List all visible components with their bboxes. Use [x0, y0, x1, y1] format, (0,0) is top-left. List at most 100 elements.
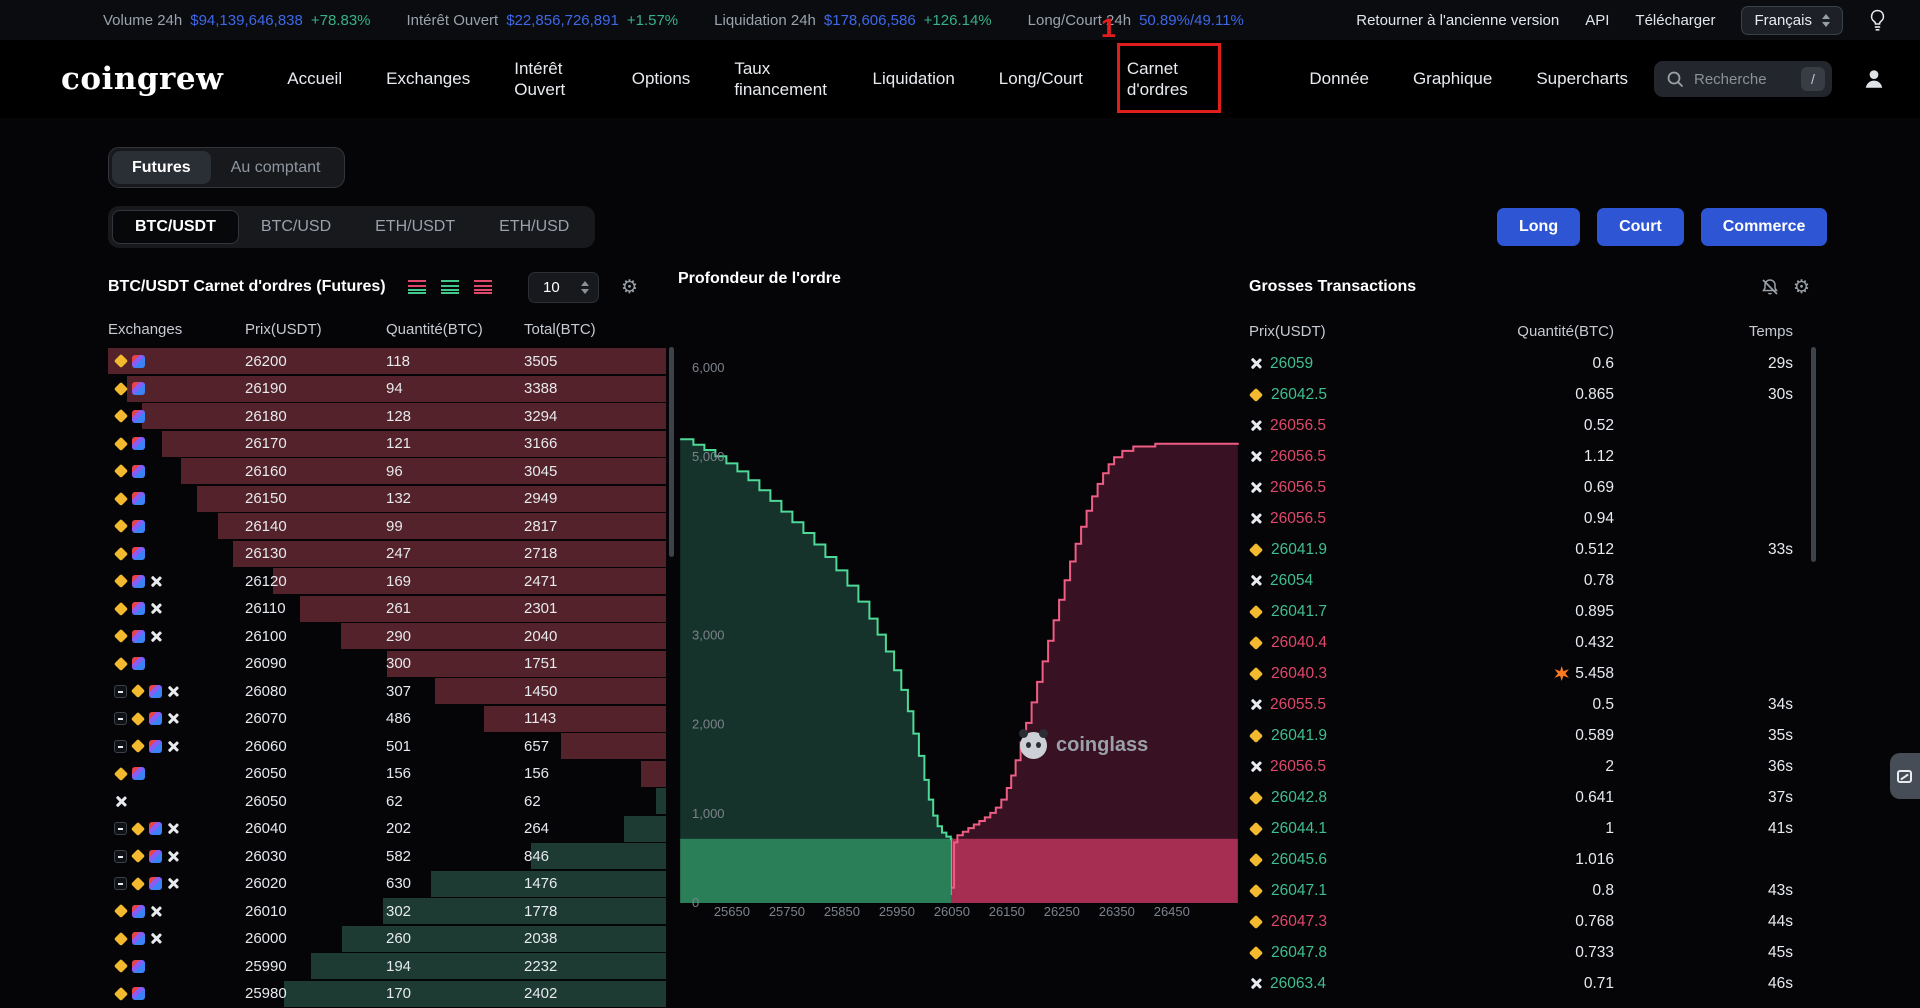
price-cell: 25990	[245, 957, 287, 975]
trade-time-cell: 46s	[1768, 974, 1793, 992]
exchange-icons	[108, 738, 245, 754]
stat-value[interactable]: 50.89%/49.11%	[1139, 11, 1244, 29]
y-axis-label: 5,000	[692, 449, 725, 464]
trade-qty-cell: 0.895	[1469, 603, 1614, 621]
trade-qty-cell: 1.12	[1469, 448, 1614, 466]
price-cell: 26090	[245, 655, 287, 672]
topbar-link[interactable]: API	[1585, 11, 1610, 29]
orderbook-row: 26050 62 62	[108, 788, 666, 814]
nav-item[interactable]: Donnée	[1309, 68, 1369, 89]
side-widget-toggle[interactable]	[1890, 753, 1920, 799]
trade-qty-cell: 0.5	[1469, 696, 1614, 714]
trade-time-cell: 43s	[1768, 881, 1793, 899]
pair-tab[interactable]: BTC/USD	[260, 218, 332, 235]
search-box[interactable]: /	[1654, 61, 1832, 97]
search-icon	[1666, 70, 1684, 88]
okx-exchange-icon	[1249, 450, 1262, 463]
nav-item[interactable]: Exchanges	[386, 68, 470, 89]
y-axis-label: 2,000	[692, 717, 725, 732]
trade-price: 26042.5	[1271, 385, 1328, 403]
trade-price: 26047.3	[1271, 912, 1328, 930]
asks-depth-area	[951, 442, 1238, 903]
orderbook-title: BTC/USDT Carnet d'ordres (Futures)	[108, 278, 386, 295]
pair-tab[interactable]: ETH/USD	[499, 218, 570, 235]
trade-price-cell: 26056.5	[1249, 417, 1469, 435]
nav-item[interactable]: Liquidation	[873, 68, 955, 89]
qty-cell: 582	[386, 847, 412, 865]
total-cell: 2817	[524, 517, 558, 535]
stepper-arrows-icon[interactable]	[581, 280, 589, 294]
market-tab[interactable]: Au comptant	[230, 158, 321, 176]
binance-exchange-icon	[1248, 387, 1264, 402]
nav-item[interactable]: Long/Court	[999, 68, 1083, 89]
trade-price: 26063.4	[1270, 974, 1327, 992]
price-cell: 26000	[245, 930, 287, 947]
trade-price: 26056.5	[1270, 757, 1327, 775]
orderbook-settings-gear-icon[interactable]: ⚙	[621, 276, 639, 298]
price-cell: 26140	[245, 517, 287, 535]
nav-item-label: Supercharts	[1536, 69, 1628, 89]
pair-tab[interactable]: BTC/USDT	[112, 210, 239, 244]
user-avatar-icon[interactable]	[1862, 67, 1886, 91]
market-tabs: Futures Au comptant	[108, 147, 345, 188]
total-cell: 2471	[524, 572, 558, 590]
language-selector[interactable]: Français	[1741, 5, 1843, 35]
nav-item[interactable]: Options	[632, 68, 691, 89]
book-mode-asks-icon[interactable]	[474, 280, 492, 294]
trade-qty: 1	[1605, 819, 1614, 837]
topbar-link[interactable]: Retourner à l'ancienne version	[1356, 11, 1560, 29]
depth-level-input[interactable]	[541, 277, 569, 297]
price-cell: 26200	[245, 352, 287, 370]
trade-qty: 0.94	[1583, 509, 1614, 527]
topbar-stats: Volume 24h $94,139,646,838 +78.83% Intérêt …	[103, 12, 1244, 29]
depth-bar	[161, 430, 666, 457]
orderbook-row: 26010 302 1778	[108, 898, 666, 924]
pair-tab[interactable]: ETH/USDT	[375, 218, 456, 235]
price-cell: 26020	[245, 875, 287, 892]
trade-qty: 2	[1605, 757, 1614, 775]
theme-bulb-icon[interactable]	[1869, 9, 1886, 31]
qty-cell: 128	[386, 407, 412, 425]
search-input[interactable]	[1692, 69, 1793, 89]
logo[interactable]: coingrew	[61, 61, 224, 97]
depth-bar	[217, 513, 666, 539]
depth-bar	[435, 678, 666, 704]
x-axis-label: 26350	[1099, 904, 1135, 919]
trade-price-cell: 26041.9	[1248, 727, 1469, 745]
trade-price: 26044.1	[1271, 819, 1328, 837]
book-mode-bids-icon[interactable]	[441, 280, 459, 294]
trade-qty: 1.016	[1575, 850, 1614, 868]
trade-price: 26040.3	[1271, 664, 1328, 682]
action-buttons: Long Court Commerce	[1497, 208, 1828, 246]
trade-price-cell: 26056.5	[1249, 510, 1469, 528]
nav-item[interactable]: Graphique	[1413, 68, 1492, 89]
book-mode-both-icon[interactable]	[408, 280, 426, 294]
bell-slash-icon[interactable]	[1760, 277, 1780, 297]
stat-value[interactable]: $178,606,586	[823, 11, 916, 29]
orderbook-scrollbar[interactable]	[669, 347, 674, 557]
total-cell: 3045	[524, 462, 558, 480]
topbar-link[interactable]: Télécharger	[1635, 11, 1716, 29]
long-button[interactable]: Long	[1497, 208, 1581, 246]
big-trades-settings-gear-icon[interactable]: ⚙	[1792, 276, 1810, 298]
nav-item[interactable]: Intérêt Ouvert	[514, 58, 587, 101]
stat-value[interactable]: $22,856,726,891	[506, 11, 619, 29]
orderbook-row: 26000 260 2038	[108, 925, 666, 952]
stat-value[interactable]: $94,139,646,838	[190, 11, 303, 29]
nav-item[interactable]: Taux financement	[734, 58, 828, 101]
exchange-icons	[108, 711, 245, 726]
trade-price: 26041.9	[1271, 540, 1328, 558]
price-cell: 26160	[245, 462, 287, 480]
market-tab[interactable]: Futures	[112, 151, 211, 184]
nav-item[interactable]: Supercharts	[1536, 68, 1628, 89]
y-axis-label: 1,000	[692, 806, 725, 821]
short-button[interactable]: Court	[1597, 208, 1684, 246]
big-trades-scrollbar[interactable]	[1811, 347, 1816, 562]
trade-price: 26056.5	[1270, 478, 1327, 496]
nav-item[interactable]: Accueil	[287, 68, 342, 89]
nav-item[interactable]: Carnet d'ordres 1	[1101, 13, 1222, 114]
trade-button[interactable]: Commerce	[1700, 208, 1828, 246]
exchange-icons	[108, 821, 245, 836]
trade-qty-cell: 0.768	[1469, 913, 1614, 931]
total-cell: 1476	[524, 875, 558, 892]
